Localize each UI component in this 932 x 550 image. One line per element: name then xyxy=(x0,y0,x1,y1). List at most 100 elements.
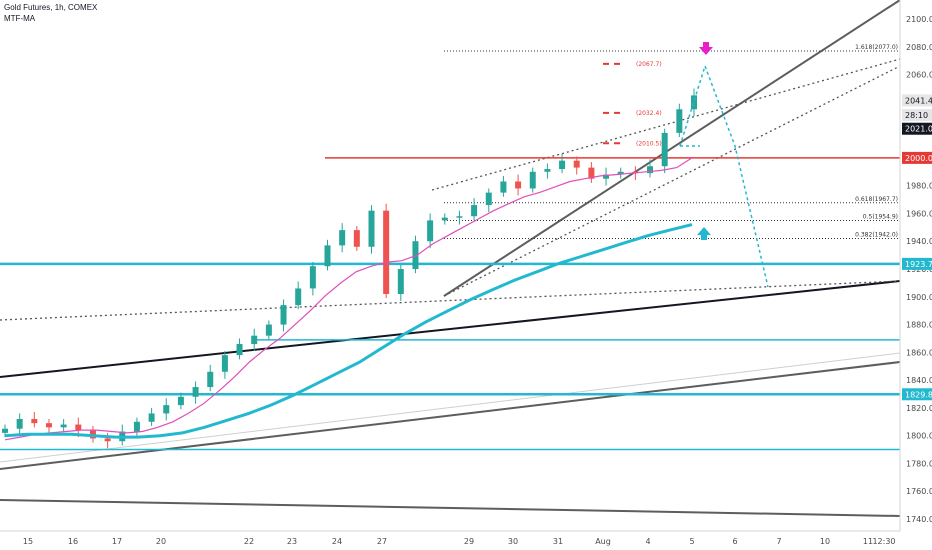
candle-body xyxy=(617,171,624,175)
trendline-lower[interactable] xyxy=(0,361,901,470)
candle-body xyxy=(441,217,448,221)
candle-body xyxy=(133,421,140,432)
x-tick-label: 5 xyxy=(689,537,694,546)
x-tick-label: 30 xyxy=(508,537,518,546)
dotted-channel-bottom[interactable] xyxy=(443,65,901,297)
candle-body xyxy=(456,216,463,218)
candle-body xyxy=(207,371,214,388)
trendline-faint[interactable] xyxy=(0,352,901,463)
moving-average-slow[interactable] xyxy=(4,223,693,439)
candle-body xyxy=(60,424,67,428)
x-tick-label: 10 xyxy=(820,537,830,546)
indicator-label[interactable]: MTF-MA xyxy=(4,14,36,23)
dotted-line-base[interactable] xyxy=(0,280,901,321)
candle-body xyxy=(573,160,580,168)
price-badge xyxy=(902,122,932,135)
level-badge xyxy=(902,388,932,401)
x-tick-label: 17 xyxy=(112,537,122,546)
y-tick-label: 1840.0 xyxy=(906,376,932,385)
level-badge-label: 1829.8 xyxy=(905,390,932,399)
candle-body xyxy=(280,305,287,325)
candle-body xyxy=(427,220,434,242)
candle-body xyxy=(676,109,683,133)
trendline-steep[interactable] xyxy=(443,0,901,297)
x-tick-label: 23 xyxy=(287,537,297,546)
price-badge-label: 28:10 xyxy=(905,111,928,120)
y-tick-label: 1940.0 xyxy=(906,237,932,246)
price-axis[interactable] xyxy=(900,0,932,550)
candle-body xyxy=(236,344,243,356)
candle-body xyxy=(2,428,8,433)
x-tick-label: 22 xyxy=(244,537,254,546)
dotted-channel-top[interactable] xyxy=(431,58,901,191)
candle-body xyxy=(177,396,184,406)
x-tick-label: Aug xyxy=(595,537,611,546)
y-tick-label: 1900.0 xyxy=(906,293,932,302)
candle-body xyxy=(163,405,170,414)
candle-body xyxy=(31,419,38,424)
y-tick-label: 1760.0 xyxy=(906,487,932,496)
y-tick-label: 1980.0 xyxy=(906,182,932,191)
price-badge-label: 2021.0 xyxy=(905,125,932,134)
candle-body xyxy=(368,210,375,247)
target-label: (2032.4) xyxy=(636,110,662,117)
fib-level-label: 0.382(1942.0) xyxy=(855,231,898,238)
candle-body xyxy=(559,160,566,169)
candle-body xyxy=(544,169,551,172)
candle-body xyxy=(324,245,331,267)
candle-body xyxy=(485,192,492,206)
y-tick-label: 1880.0 xyxy=(906,321,932,330)
fib-level-label: 0.5(1954.9) xyxy=(863,214,898,221)
price-badge-label: 2041.4 xyxy=(905,96,932,105)
y-tick-label: 1800.0 xyxy=(906,432,932,441)
trendline-bottom[interactable] xyxy=(0,499,901,517)
candle-body xyxy=(16,419,23,429)
x-tick-label: 29 xyxy=(464,537,474,546)
level-badge-label: 1923.7 xyxy=(905,260,932,269)
candle-body xyxy=(353,230,360,247)
x-tick-label: 16 xyxy=(68,537,78,546)
target-label: (2067.7) xyxy=(636,61,662,68)
target-label: (2010.5) xyxy=(636,140,662,147)
time-axis[interactable] xyxy=(0,531,932,550)
level-badge xyxy=(902,257,932,270)
trendline-support[interactable] xyxy=(0,280,901,378)
level-badge xyxy=(902,151,932,164)
candle-body xyxy=(265,324,272,336)
y-tick-label: 2080.0 xyxy=(906,43,932,52)
candle-body xyxy=(500,181,507,193)
candle-body xyxy=(397,269,404,294)
x-tick-label: 20 xyxy=(156,537,166,546)
candle-body xyxy=(471,205,478,217)
x-tick-label: 7 xyxy=(776,537,781,546)
y-tick-label: 1960.0 xyxy=(906,209,932,218)
candle-body xyxy=(383,210,390,294)
candle-body xyxy=(148,413,155,422)
candle-body xyxy=(192,387,199,397)
price-badge xyxy=(902,94,932,107)
price-badge xyxy=(902,109,932,122)
candle-body xyxy=(45,423,52,428)
x-tick-label: 24 xyxy=(332,537,342,546)
moving-average-fast[interactable] xyxy=(4,157,693,441)
candle-body xyxy=(309,266,316,289)
x-tick-label: 11 xyxy=(863,537,873,546)
candle-body xyxy=(75,424,82,431)
fib-level-label: 1.618(2077.0) xyxy=(855,44,898,51)
chart-title: Gold Futures, 1h, COMEX xyxy=(4,3,98,12)
candle-body xyxy=(295,288,302,306)
arrow-down-icon xyxy=(699,42,713,55)
x-tick-label: 6 xyxy=(732,537,737,546)
candle-body xyxy=(691,95,697,110)
y-tick-label: 1820.0 xyxy=(906,404,932,413)
y-tick-label: 2060.0 xyxy=(906,71,932,80)
candle-body xyxy=(603,174,610,179)
candle-body xyxy=(251,335,258,344)
x-tick-label: 31 xyxy=(553,537,563,546)
candle-body xyxy=(588,167,595,179)
candle-body xyxy=(647,166,654,174)
candle-body xyxy=(339,230,346,246)
x-tick-label: 15 xyxy=(23,537,33,546)
projection-path[interactable] xyxy=(679,63,769,288)
